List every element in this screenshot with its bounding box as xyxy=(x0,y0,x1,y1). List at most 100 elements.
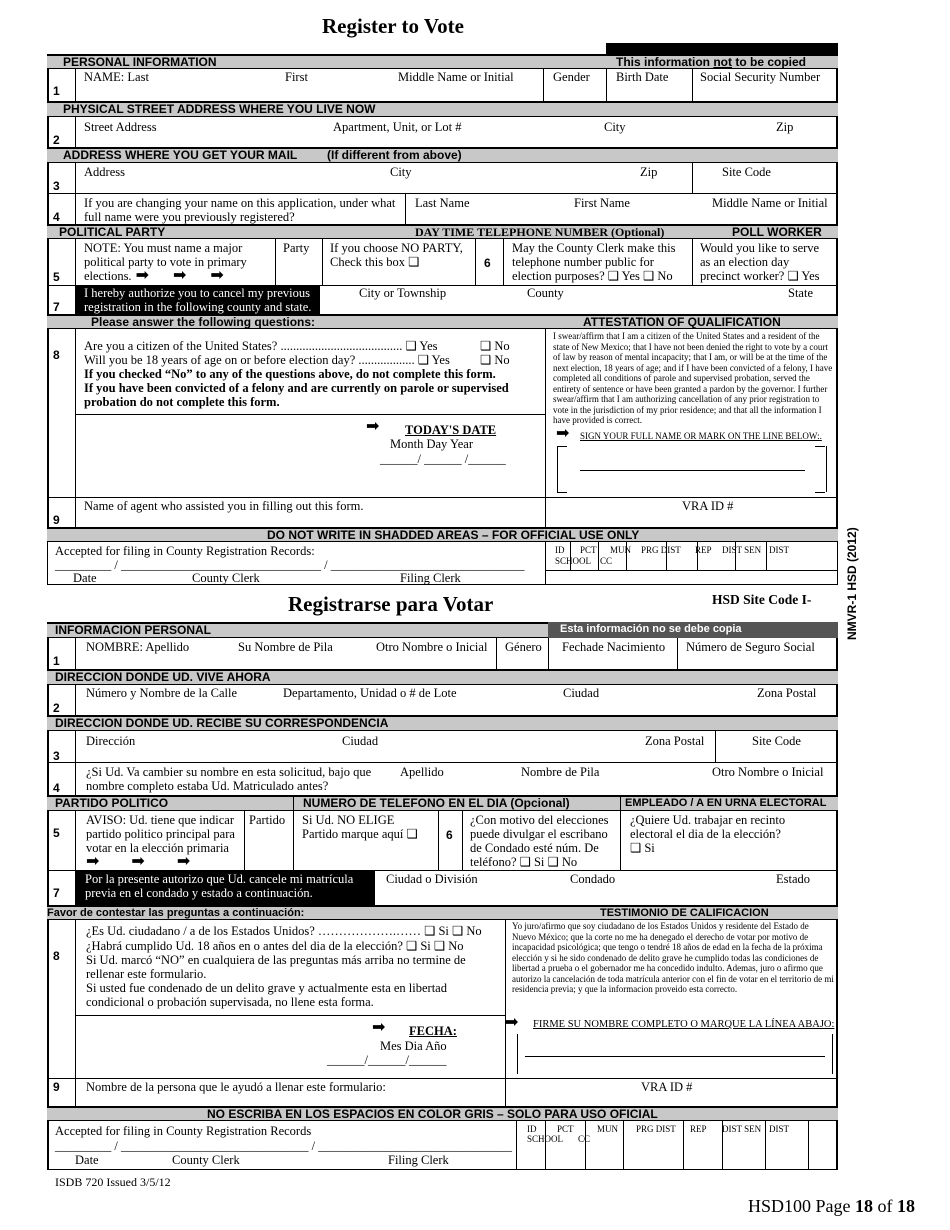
no-party-checkbox-es[interactable]: Si Ud. NO ELIGE Partido marque aquí ❑ xyxy=(302,813,418,841)
page-number: HSD100 Page 18 of 18 xyxy=(748,1196,915,1216)
street-address-field[interactable]: Street Address xyxy=(84,120,157,134)
official-col-dist-sen: DIST SEN xyxy=(722,1124,762,1134)
divider xyxy=(557,492,567,493)
agent-name-field-es[interactable]: Nombre de la persona que le ayudó a llen… xyxy=(86,1080,386,1094)
birth-date-field[interactable]: Birth Date xyxy=(616,70,669,84)
no-party-checkbox[interactable]: If you choose NO PARTY, Check this box ❑ xyxy=(330,241,463,269)
row-number: 1 xyxy=(53,654,60,668)
divider xyxy=(462,810,463,870)
row-number: 4 xyxy=(53,210,60,224)
divider xyxy=(666,542,667,570)
phone-public-question[interactable]: May the County Clerk make this telephone … xyxy=(512,241,676,283)
accepted-label: Accepted for filing in County Registrati… xyxy=(55,544,315,558)
prev-middle-name-field-es[interactable]: Otro Nombre o Inicial xyxy=(712,765,824,779)
middle-name-field-es[interactable]: Otro Nombre o Inicial xyxy=(376,640,488,654)
signature-field[interactable] xyxy=(557,446,827,492)
divider xyxy=(503,238,504,285)
prior-state-field-es[interactable]: Estado xyxy=(776,872,811,886)
prior-county-field[interactable]: County xyxy=(527,286,564,300)
date-field[interactable]: ______/ ______ /______ xyxy=(380,452,506,466)
divider xyxy=(47,870,838,871)
middle-name-field[interactable]: Middle Name or Initial xyxy=(398,70,514,84)
vra-id-field-es[interactable]: VRA ID # xyxy=(641,1080,693,1094)
divider xyxy=(620,795,621,811)
prior-city-field-es[interactable]: Ciudad o División xyxy=(386,872,478,886)
site-code-field[interactable]: Site Code xyxy=(722,165,771,179)
agent-name-field[interactable]: Name of agent who assisted you in fillin… xyxy=(84,499,364,513)
divider xyxy=(545,570,838,571)
official-col-mun: MUN xyxy=(597,1124,619,1134)
party-field-es[interactable]: Partido xyxy=(249,813,286,827)
party-field[interactable]: Party xyxy=(283,241,310,255)
mail-city-field-es[interactable]: Ciudad xyxy=(342,734,379,748)
official-use-area xyxy=(47,542,838,585)
official-col-cc: CC xyxy=(600,556,613,566)
official-col-dist-sen: DIST SEN xyxy=(722,545,762,555)
mail-zip-field-es[interactable]: Zona Postal xyxy=(645,734,705,748)
apartment-field[interactable]: Apartment, Unit, or Lot # xyxy=(333,120,462,134)
first-name-field[interactable]: First xyxy=(285,70,308,84)
prev-last-name-field[interactable]: Last Name xyxy=(415,196,470,210)
poll-worker-question-es[interactable]: ¿Quiere Ud. trabajar en recinto electoral… xyxy=(630,813,786,855)
citizen-question[interactable]: Are you a citizen of the United States? … xyxy=(84,339,438,353)
zip-field[interactable]: Zip xyxy=(776,120,794,134)
arrow-icon: ➡ xyxy=(372,1019,386,1036)
age-no-checkbox[interactable]: ❑ No xyxy=(480,353,510,367)
zip-field-es[interactable]: Zona Postal xyxy=(757,686,817,700)
poll-worker-question[interactable]: Would you like to serve as an election da… xyxy=(700,241,820,283)
section-header-mail: ADDRESS WHERE YOU GET YOUR MAIL (If diffe… xyxy=(47,147,838,163)
mail-city-field[interactable]: City xyxy=(390,165,412,179)
prev-name-question-es: ¿Si Ud. Va cambier su nombre en esta sol… xyxy=(86,765,372,793)
official-col-dist: DIST xyxy=(769,545,789,555)
prior-city-field[interactable]: City or Township xyxy=(359,286,447,300)
street-address-field-es[interactable]: Número y Nombre de la Calle xyxy=(86,686,237,700)
mail-address-field[interactable]: Address xyxy=(84,165,125,179)
header-text: ATTESTATION OF QUALIFICATION xyxy=(583,315,781,329)
row-number: 6 xyxy=(446,828,453,842)
divider xyxy=(606,69,607,101)
age-question-es[interactable]: ¿Habrá cumplido Ud. 18 años en o antes d… xyxy=(86,939,464,953)
first-name-field-es[interactable]: Su Nombre de Pila xyxy=(238,640,333,654)
prior-county-field-es[interactable]: Condado xyxy=(570,872,616,886)
vra-id-field[interactable]: VRA ID # xyxy=(682,499,734,513)
official-col-rep: REP xyxy=(690,1124,707,1134)
phone-public-question-es[interactable]: ¿Con motivo del elecciones puede divulgar… xyxy=(470,813,609,869)
city-field-es[interactable]: Ciudad xyxy=(563,686,600,700)
gender-field-es[interactable]: Género xyxy=(505,640,542,654)
citizen-no-checkbox[interactable]: ❑ No xyxy=(480,339,510,353)
prev-first-name-field[interactable]: First Name xyxy=(574,196,630,210)
issued-note: ISDB 720 Issued 3/5/12 xyxy=(55,1175,171,1189)
last-name-field[interactable]: NAME: Last xyxy=(84,70,149,84)
official-col-school: SCHOOL xyxy=(527,1134,564,1144)
divider xyxy=(47,497,838,498)
mail-zip-field[interactable]: Zip xyxy=(640,165,658,179)
signature-line xyxy=(580,470,805,471)
ssn-field[interactable]: Social Security Number xyxy=(700,70,821,84)
ssn-field-es[interactable]: Número de Seguro Social xyxy=(686,640,815,654)
prev-last-name-field-es[interactable]: Apellido xyxy=(400,765,444,779)
prev-middle-name-field[interactable]: Middle Name or Initial xyxy=(712,196,828,210)
citizen-question-es[interactable]: ¿Es Ud. ciudadano / a de los Estados Uni… xyxy=(86,924,482,938)
signature-field-es[interactable] xyxy=(517,1034,833,1074)
gender-field[interactable]: Gender xyxy=(553,70,590,84)
county-clerk-label: County Clerk xyxy=(192,571,260,585)
header-text: DAY TIME TELEPHONE NUMBER (Optional) xyxy=(415,225,665,239)
divider xyxy=(293,795,294,811)
official-col-prg-dist: PRG DIST xyxy=(636,1124,676,1134)
last-name-field-es[interactable]: NOMBRE: Apellido xyxy=(86,640,190,654)
arrow-icon: ➡ xyxy=(366,418,380,435)
row-number: 2 xyxy=(53,133,60,147)
prior-state-field[interactable]: State xyxy=(788,286,813,300)
city-field[interactable]: City xyxy=(604,120,626,134)
apartment-field-es[interactable]: Departamento, Unidad o # de Lote xyxy=(283,686,457,700)
official-line-es: _________ / ____________________________… xyxy=(55,1139,512,1153)
age-question[interactable]: Will you be 18 years of age on or before… xyxy=(84,353,450,367)
header-text: EMPLEADO / A EN URNA ELECTORAL xyxy=(625,797,827,809)
prev-first-name-field-es[interactable]: Nombre de Pila xyxy=(521,765,600,779)
date-field-es[interactable]: ______/______/______ xyxy=(327,1053,447,1067)
official-col-cc: CC xyxy=(578,1134,591,1144)
mail-address-field-es[interactable]: Dirección xyxy=(86,734,136,748)
birth-date-field-es[interactable]: Fechade Nacimiento xyxy=(562,640,666,654)
header-note: (If different from above) xyxy=(327,148,462,162)
site-code-field-es[interactable]: Site Code xyxy=(752,734,801,748)
